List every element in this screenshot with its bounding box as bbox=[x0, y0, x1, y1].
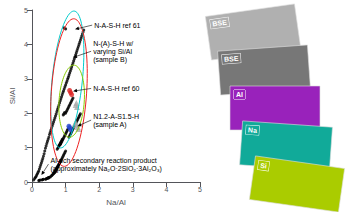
svg-text:2: 2 bbox=[24, 110, 28, 117]
svg-text:N-A-S-H ref 61: N-A-S-H ref 61 bbox=[94, 22, 140, 29]
svg-text:1: 1 bbox=[64, 186, 68, 193]
svg-text:N1.2-A-S1.5-H: N1.2-A-S1.5-H bbox=[93, 113, 139, 120]
svg-text:4: 4 bbox=[24, 41, 28, 48]
svg-text:Na/Al: Na/Al bbox=[106, 198, 126, 207]
svg-text:BSE: BSE bbox=[224, 55, 239, 63]
svg-text:Si: Si bbox=[260, 162, 268, 170]
svg-text:BSE: BSE bbox=[212, 19, 228, 28]
svg-text:Al: Al bbox=[236, 91, 243, 98]
svg-text:varying Si/Al: varying Si/Al bbox=[93, 48, 132, 56]
svg-text:Si/Al: Si/Al bbox=[8, 88, 17, 105]
svg-text:2: 2 bbox=[97, 186, 101, 193]
svg-text:Al-rich secondary reaction pro: Al-rich secondary reaction product bbox=[50, 157, 156, 165]
svg-text:N-(A)-S-H w/: N-(A)-S-H w/ bbox=[93, 40, 133, 48]
svg-text:(sample A): (sample A) bbox=[93, 121, 126, 129]
svg-text:0: 0 bbox=[30, 186, 34, 193]
svg-text:(approximately Na₂O·2SiO₂·3Al₂: (approximately Na₂O·2SiO₂·3Al₂O₃) bbox=[50, 165, 161, 173]
svg-text:N-A-S-H ref 60: N-A-S-H ref 60 bbox=[93, 85, 139, 92]
svg-text:5: 5 bbox=[24, 7, 28, 14]
svg-text:5: 5 bbox=[198, 186, 202, 193]
svg-text:Na: Na bbox=[248, 126, 258, 134]
svg-text:0: 0 bbox=[24, 179, 28, 186]
svg-text:(sample B): (sample B) bbox=[93, 56, 127, 64]
svg-text:3: 3 bbox=[131, 186, 135, 193]
svg-text:1: 1 bbox=[24, 144, 28, 151]
svg-text:4: 4 bbox=[164, 186, 168, 193]
svg-text:3: 3 bbox=[24, 75, 28, 82]
